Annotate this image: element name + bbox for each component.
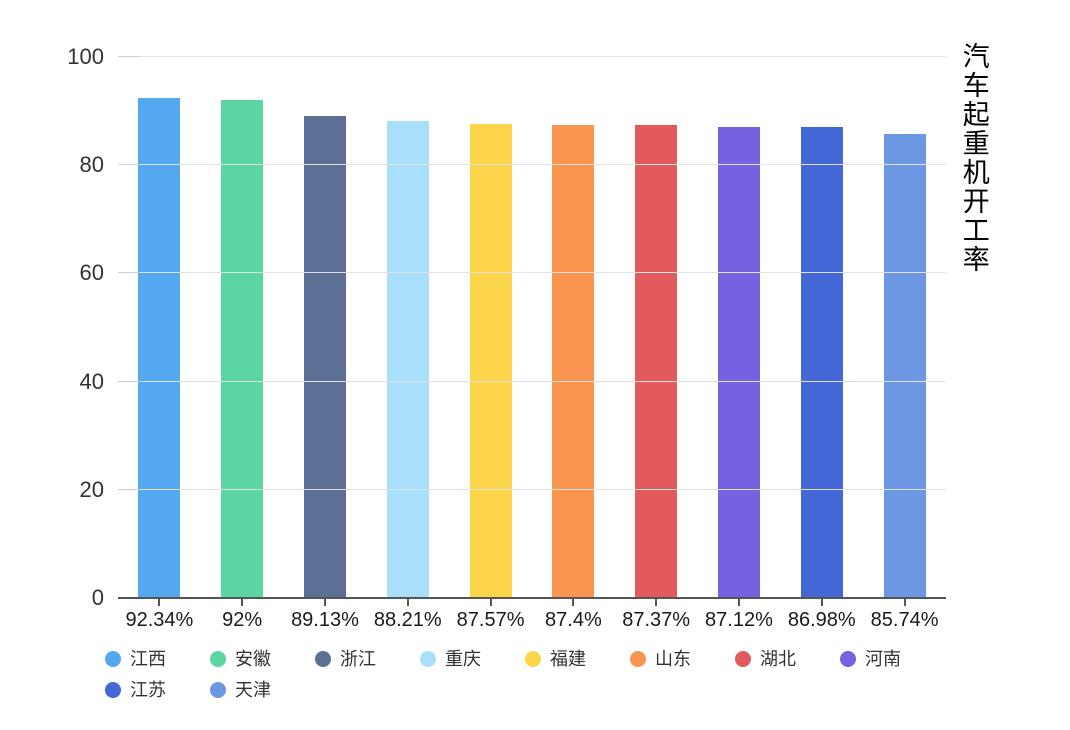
- bar-slot: 87.4%: [532, 57, 615, 631]
- bar-value-label: 92%: [222, 609, 263, 631]
- legend-marker-icon: [840, 651, 856, 667]
- bar-江苏[interactable]: [800, 127, 843, 598]
- bar-value-label: 87.37%: [622, 609, 691, 631]
- bar-浙江[interactable]: [303, 115, 346, 598]
- legend-item-山东[interactable]: 山东: [630, 648, 691, 670]
- y-axis-tick: [118, 380, 140, 382]
- legend-marker-icon: [525, 651, 541, 667]
- x-axis-tick: [241, 599, 244, 606]
- legend-item-label: 河南: [865, 649, 901, 669]
- bar-value-label: 92.34%: [125, 609, 194, 631]
- bar-value-label: 88.21%: [373, 609, 442, 631]
- bar-slot: 89.13%: [284, 57, 367, 631]
- bar-slot: 88.21%: [366, 57, 449, 631]
- legend-item-label: 浙江: [340, 649, 376, 669]
- legend-item-label: 江苏: [130, 680, 166, 700]
- legend-item-江西[interactable]: 江西: [105, 648, 166, 670]
- x-axis-tick: [489, 599, 492, 606]
- bar-天津[interactable]: [883, 134, 926, 598]
- legend-marker-icon: [315, 651, 331, 667]
- bar-value-label: 87.12%: [705, 609, 773, 631]
- gridline: [118, 380, 946, 382]
- gridline: [118, 56, 946, 57]
- bar-重庆[interactable]: [386, 120, 429, 598]
- legend-item-湖北[interactable]: 湖北: [735, 648, 796, 670]
- bar-slot: 92.34%: [118, 57, 201, 631]
- bar-slot: 92%: [201, 57, 284, 631]
- y-axis-tick-label: 0: [91, 585, 104, 610]
- y-axis-tick: [118, 488, 140, 490]
- legend-item-label: 重庆: [445, 649, 481, 669]
- legend-item-河南[interactable]: 河南: [840, 648, 901, 670]
- legend-marker-icon: [210, 682, 226, 698]
- gridline: [118, 488, 946, 490]
- x-axis-tick: [903, 599, 906, 606]
- bar-value-label: 89.13%: [291, 609, 359, 631]
- bar-value-label: 87.4%: [545, 609, 602, 631]
- legend-item-浙江[interactable]: 浙江: [315, 648, 376, 670]
- bar-slot: 87.12%: [698, 57, 781, 631]
- legend-item-label: 福建: [550, 649, 586, 669]
- legend-item-label: 湖北: [760, 649, 796, 669]
- legend-item-福建[interactable]: 福建: [525, 648, 586, 670]
- y-axis-tick-label: 100: [67, 44, 104, 69]
- x-axis-tick: [655, 599, 658, 606]
- bar-湖北[interactable]: [635, 125, 678, 598]
- legend-marker-icon: [105, 682, 121, 698]
- legend-item-重庆[interactable]: 重庆: [420, 648, 481, 670]
- legend: 江西 安徽 浙江 重庆 福建 山东 湖北 河南江苏 天津: [105, 648, 985, 701]
- y-axis: 0 20 40 60 80 100: [0, 44, 104, 610]
- bar-slot: 87.57%: [449, 57, 532, 631]
- legend-row: 江苏 天津: [105, 679, 985, 701]
- bar-slot: 87.37%: [615, 57, 698, 631]
- legend-item-label: 山东: [655, 649, 691, 669]
- bar-slot: 85.74%: [863, 57, 946, 631]
- x-axis-tick: [323, 599, 326, 606]
- bar-山东[interactable]: [552, 125, 595, 598]
- bar-福建[interactable]: [469, 124, 512, 598]
- legend-item-label: 江西: [130, 649, 166, 669]
- legend-marker-icon: [735, 651, 751, 667]
- y-axis-tick-label: 60: [79, 260, 104, 286]
- legend-marker-icon: [210, 651, 226, 667]
- x-axis-tick: [406, 599, 409, 606]
- gridline: [118, 164, 946, 166]
- gridline: [118, 272, 946, 274]
- legend-item-label: 天津: [235, 680, 271, 700]
- legend-item-安徽[interactable]: 安徽: [210, 648, 271, 670]
- x-axis-baseline: [118, 597, 946, 599]
- x-axis-tick: [820, 599, 823, 606]
- legend-item-天津[interactable]: 天津: [210, 679, 271, 701]
- legend-item-江苏[interactable]: 江苏: [105, 679, 166, 701]
- bar-安徽[interactable]: [221, 100, 264, 598]
- bar-slot: 86.98%: [780, 57, 863, 631]
- y-axis-tick: [118, 272, 140, 274]
- legend-marker-icon: [105, 651, 121, 667]
- x-axis-tick: [572, 599, 575, 606]
- y-axis-tick: [118, 164, 140, 166]
- plot-area: 92.34% 92% 89.13% 88.21% 87.57% 87.4% 87.37% 87…: [118, 56, 946, 631]
- bars-row: 92.34% 92% 89.13% 88.21% 87.57% 87.4% 87.37% 87…: [118, 57, 946, 631]
- y-axis-tick: [118, 56, 140, 57]
- bar-value-label: 87.57%: [456, 609, 525, 631]
- bar-河南[interactable]: [717, 126, 760, 598]
- x-axis-tick: [737, 599, 740, 606]
- y-axis-tick-label: 80: [79, 152, 104, 178]
- legend-row: 江西 安徽 浙江 重庆 福建 山东 湖北 河南: [105, 648, 985, 670]
- bar-value-label: 85.74%: [870, 609, 939, 631]
- y-axis-tick-label: 20: [79, 476, 104, 502]
- chart-title: 汽车起重机开工率: [958, 42, 989, 274]
- legend-item-label: 安徽: [235, 649, 271, 669]
- x-axis-tick: [158, 599, 161, 606]
- y-axis-tick-label: 40: [79, 368, 104, 394]
- bar-江西[interactable]: [138, 98, 181, 598]
- bar-value-label: 86.98%: [787, 609, 856, 631]
- legend-marker-icon: [420, 651, 436, 667]
- legend-marker-icon: [630, 651, 646, 667]
